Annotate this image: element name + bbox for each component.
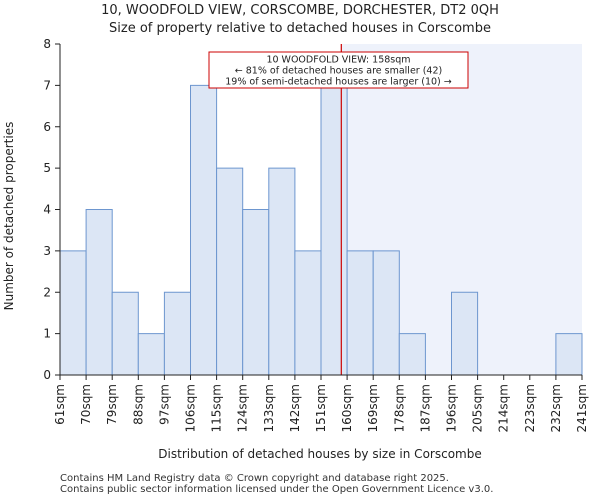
y-tick-label: 5 xyxy=(43,161,51,175)
x-tick-label: 79sqm xyxy=(105,384,119,425)
histogram-bar xyxy=(268,167,296,376)
x-tick-label: 142sqm xyxy=(288,384,302,432)
x-tick-label: 97sqm xyxy=(157,384,171,425)
histogram-bar xyxy=(59,250,87,376)
bars-layer xyxy=(59,84,583,376)
x-tick-label: 232sqm xyxy=(549,384,563,432)
annotation-box xyxy=(208,51,469,89)
annotation-line: 10 WOODFOLD VIEW: 158sqm xyxy=(266,55,410,66)
footer-line-1: Contains HM Land Registry data © Crown c… xyxy=(60,473,449,484)
axes-layer: 0 1 2 3 4 5 6 7 8 61sqm 70sqm 79sqm 88sqm 97sqm 106sqm… xyxy=(43,37,589,432)
footer: Contains HM Land Registry data © Crown c… xyxy=(60,473,493,495)
y-tick-label: 8 xyxy=(43,37,51,51)
chart-title: 10, WOODFOLD VIEW, CORSCOMBE, DORCHESTER… xyxy=(101,3,499,18)
footer-line-2: Contains public sector information licen… xyxy=(60,484,494,495)
histogram-bar xyxy=(398,333,426,376)
x-tick-label: 169sqm xyxy=(366,384,380,432)
histogram-bar xyxy=(242,209,270,376)
annotation-line: 19% of semi-detached houses are larger (… xyxy=(225,77,452,88)
x-tick-label: 196sqm xyxy=(445,384,459,432)
histogram-bar xyxy=(320,84,348,376)
y-tick-label: 3 xyxy=(43,244,51,258)
histogram-bar xyxy=(216,167,244,376)
histogram-bar xyxy=(137,333,165,376)
histogram-bar xyxy=(451,291,479,376)
x-tick-label: 124sqm xyxy=(236,384,250,432)
x-axis-label: Distribution of detached houses by size … xyxy=(158,447,481,461)
y-tick-label: 1 xyxy=(43,327,51,341)
x-tick-label: 88sqm xyxy=(131,384,145,425)
x-tick-label: 178sqm xyxy=(392,384,406,432)
y-tick-label: 4 xyxy=(43,203,51,217)
histogram-bar xyxy=(85,209,113,376)
histogram-bar xyxy=(555,333,583,376)
x-tick-label: 151sqm xyxy=(314,384,328,432)
histogram-bar xyxy=(294,250,322,376)
x-tick-label: 61sqm xyxy=(53,384,67,425)
y-tick-label: 0 xyxy=(43,368,51,382)
annotation-layer: 10 WOODFOLD VIEW: 158sqm← 81% of detache… xyxy=(208,51,469,89)
x-tick-label: 223sqm xyxy=(523,384,537,432)
histogram-bar xyxy=(163,291,191,376)
histogram-bar xyxy=(372,250,400,376)
x-tick-label: 160sqm xyxy=(340,384,354,432)
x-tick-label: 214sqm xyxy=(497,384,511,432)
y-tick-label: 2 xyxy=(43,285,51,299)
x-tick-label: 133sqm xyxy=(262,384,276,432)
chart-title-block: 10, WOODFOLD VIEW, CORSCOMBE, DORCHESTER… xyxy=(0,2,600,38)
x-tick-label: 205sqm xyxy=(471,384,485,432)
x-tick-label: 70sqm xyxy=(79,384,93,425)
x-tick-label: 187sqm xyxy=(418,384,432,432)
histogram-bar xyxy=(190,84,218,376)
x-tick-label: 241sqm xyxy=(575,384,589,432)
annotation-line: ← 81% of detached houses are smaller (42… xyxy=(235,66,442,77)
histogram-bar xyxy=(346,250,374,376)
histogram-bar xyxy=(111,291,139,376)
y-axis-label: Number of detached properties xyxy=(2,122,16,311)
x-tick-label: 106sqm xyxy=(184,384,198,432)
y-tick-label: 7 xyxy=(43,78,51,92)
x-tick-label: 115sqm xyxy=(210,384,224,432)
chart-subtitle: Size of property relative to detached ho… xyxy=(109,21,491,36)
y-tick-label: 6 xyxy=(43,120,51,134)
